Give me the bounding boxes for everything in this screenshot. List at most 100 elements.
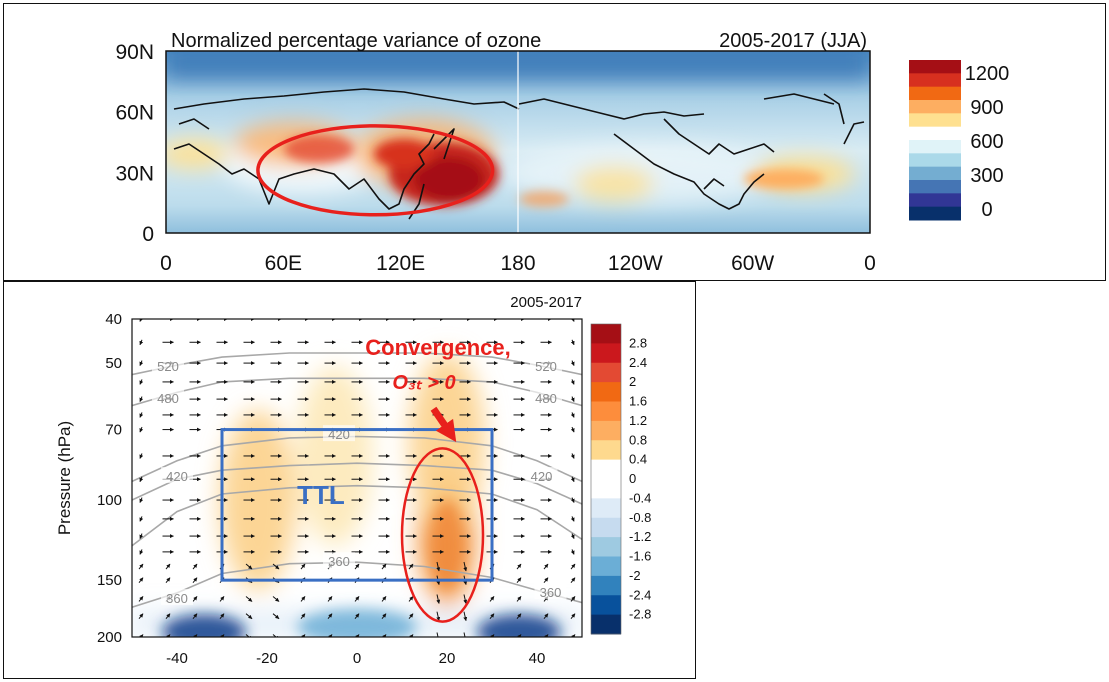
wind-vector bbox=[220, 634, 225, 637]
map-x-tick-label: 60E bbox=[265, 252, 302, 275]
wind-vector bbox=[489, 613, 495, 619]
contour-label-bg bbox=[152, 357, 184, 374]
wind-vector bbox=[570, 549, 575, 555]
map-x-tick-label: 180 bbox=[500, 252, 535, 275]
wind-vector bbox=[516, 613, 522, 619]
map-x-tick-label: 0 bbox=[160, 252, 172, 275]
section-colorbar-label: -1.2 bbox=[629, 529, 651, 544]
wind-vector bbox=[300, 563, 306, 570]
section-colorbar-swatch bbox=[591, 595, 621, 616]
map-colorbar-swatch bbox=[909, 193, 961, 208]
section-colorbar-swatch bbox=[591, 498, 621, 519]
wind-vector bbox=[489, 596, 495, 602]
map-y-tick-label: 30N bbox=[115, 162, 154, 185]
map-colorbar-swatch bbox=[909, 86, 961, 101]
map-y-ticks: 90N 60N 30N 0 bbox=[115, 41, 154, 246]
wind-vector bbox=[570, 497, 575, 503]
section-y-tick-label: 50 bbox=[105, 355, 122, 372]
section-colorbar-label: -0.4 bbox=[629, 490, 651, 505]
wind-vector bbox=[192, 563, 198, 570]
wind-vector bbox=[139, 497, 144, 503]
wind-vector bbox=[327, 596, 333, 602]
map-colorbar-swatch bbox=[909, 113, 961, 128]
section-colorbar-swatch bbox=[591, 459, 621, 480]
section-colorbar-swatch bbox=[591, 420, 621, 441]
map-colorbar-swatch bbox=[909, 140, 961, 154]
wind-vector bbox=[138, 596, 144, 602]
section-colorbar-swatch bbox=[591, 556, 621, 577]
wind-vector bbox=[516, 596, 522, 602]
section-colorbar-swatch bbox=[591, 575, 621, 596]
wind-vector bbox=[570, 319, 575, 322]
positive-anomaly-patch bbox=[220, 410, 296, 591]
wind-vector bbox=[139, 412, 144, 418]
wind-vector bbox=[543, 577, 549, 583]
wind-vector bbox=[139, 319, 144, 322]
bottom-panel: 2005-2017 520 520 480 480 420 420 420 360 360 360… bbox=[3, 281, 696, 679]
wind-vector bbox=[300, 596, 306, 602]
wind-vector bbox=[570, 396, 575, 402]
section-colorbar-swatch bbox=[591, 401, 621, 422]
wind-vector bbox=[245, 613, 253, 620]
contour-label: 420 bbox=[166, 469, 188, 484]
section-colorbar-label: -2 bbox=[629, 568, 641, 583]
map-colorbar-swatch bbox=[909, 100, 961, 114]
wind-vector bbox=[463, 632, 466, 637]
isentrope-line bbox=[132, 377, 582, 407]
section-colorbar-swatch bbox=[591, 537, 621, 557]
section-x-tick-label: -20 bbox=[256, 650, 278, 667]
wind-vector bbox=[138, 613, 144, 619]
map-period: 2005-2017 (JJA) bbox=[719, 30, 867, 52]
map-colorbar: 1200 900 600 300 0 bbox=[909, 60, 1009, 221]
wind-vector bbox=[570, 516, 575, 522]
map-x-ticks: 0 60E 120E 180 120W 60W 0 bbox=[160, 252, 876, 275]
section-x-tick-label: 20 bbox=[439, 650, 456, 667]
wind-vector bbox=[436, 561, 441, 572]
section-y-tick-label: 150 bbox=[97, 572, 122, 589]
map-colorbar-swatch bbox=[909, 126, 961, 141]
map-colorbar-swatch bbox=[909, 180, 961, 194]
section-x-tick-label: 40 bbox=[529, 650, 546, 667]
section-colorbar-swatch bbox=[591, 440, 621, 461]
wind-vector bbox=[570, 453, 575, 459]
wind-vector bbox=[192, 613, 198, 619]
section-colorbar-swatch bbox=[591, 517, 621, 538]
wind-vector bbox=[355, 634, 360, 637]
section-colorbar-label: 2.8 bbox=[629, 335, 647, 350]
isentrope-line bbox=[132, 484, 582, 547]
ttl-label: TTL bbox=[297, 480, 345, 510]
section-colorbar-label: 0.8 bbox=[629, 432, 647, 447]
wind-vector bbox=[354, 613, 360, 619]
section-colorbar-label: 1.6 bbox=[629, 394, 647, 409]
wind-vector bbox=[436, 594, 441, 604]
section-x-tick-label: -40 bbox=[166, 650, 188, 667]
convergence-ellipse bbox=[400, 447, 485, 623]
wind-vector bbox=[166, 634, 171, 637]
section-colorbar-label: -2.8 bbox=[629, 607, 651, 622]
section-period: 2005-2017 bbox=[510, 294, 582, 311]
wind-vector bbox=[139, 339, 144, 346]
map-colorbar-swatch bbox=[909, 60, 961, 74]
map-colorbar-label: 1200 bbox=[965, 63, 1010, 85]
wind-vector bbox=[272, 596, 280, 602]
negative-anomaly-patch bbox=[162, 614, 246, 637]
top-panel: Normalized percentage variance of ozone … bbox=[3, 3, 1106, 281]
wind-vector bbox=[245, 634, 253, 637]
wind-vector bbox=[570, 563, 576, 570]
contour-label: 360 bbox=[540, 585, 562, 600]
wind-vector bbox=[245, 596, 253, 602]
ttl-box bbox=[220, 428, 494, 582]
section-colorbar-border bbox=[590, 323, 622, 635]
section-x-ticks: -40 -20 0 20 40 bbox=[166, 650, 545, 667]
wind-vector bbox=[192, 577, 198, 583]
wind-vector bbox=[570, 596, 576, 602]
map-highlight-ellipse bbox=[256, 124, 495, 217]
wind-vector bbox=[409, 634, 414, 637]
wind-vector bbox=[436, 611, 441, 622]
map-x-tick-label: 60W bbox=[731, 252, 774, 275]
section-colorbar: 2.8 2.4 2 1.6 1.2 0.8 0.4 0 -0.4 -0.8 -1.2 -1.6 -2 -2… bbox=[590, 323, 651, 635]
wind-vector bbox=[570, 426, 575, 433]
ozone-variance-map: Normalized percentage variance of ozone … bbox=[115, 30, 1009, 275]
wind-vector bbox=[139, 476, 144, 483]
